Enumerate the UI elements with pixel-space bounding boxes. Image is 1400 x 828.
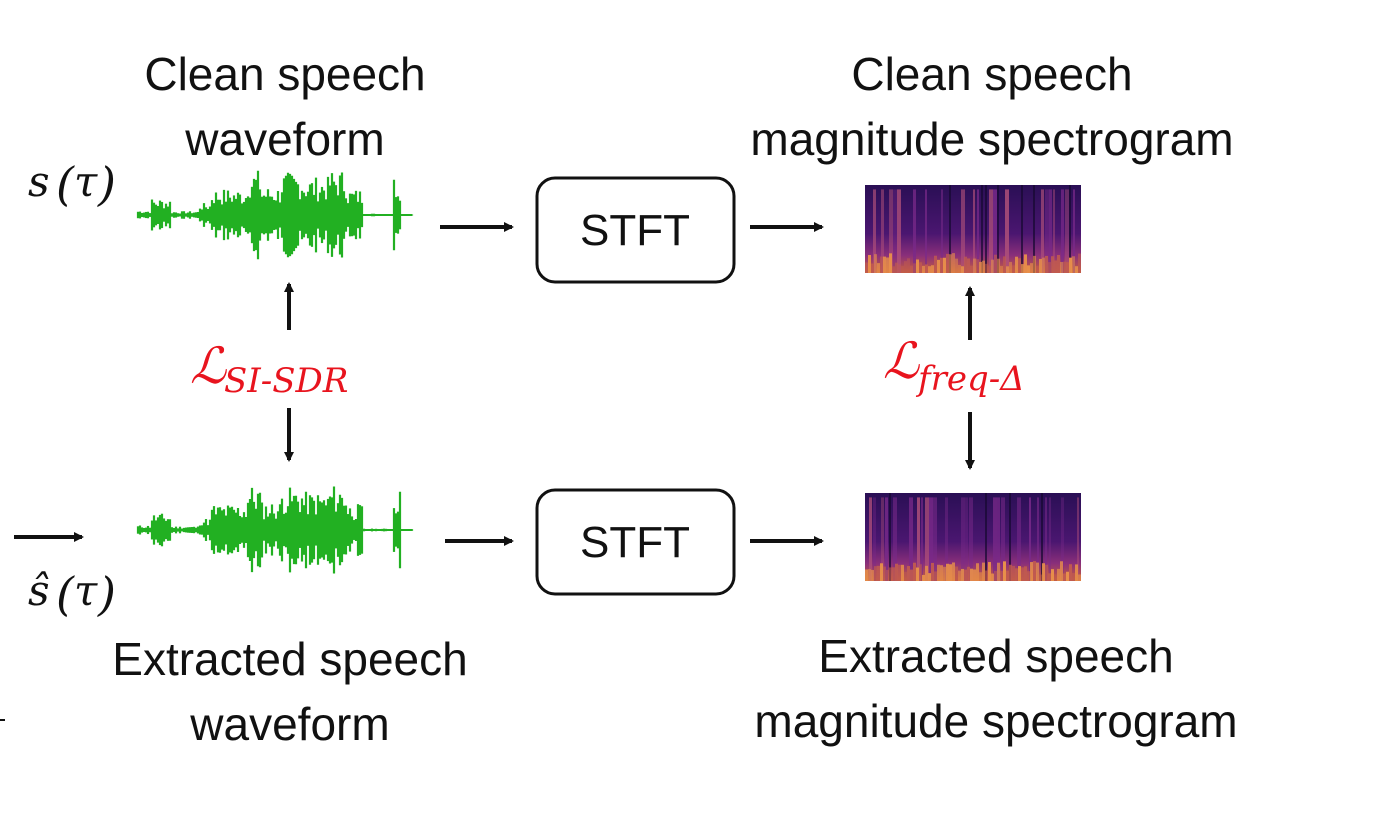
svg-text:): ) — [97, 567, 116, 621]
extracted-spectrogram-label-line1: Extracted speech — [818, 630, 1173, 682]
clean-speech-waveform — [136, 170, 414, 260]
extracted-signal-arg: τ — [74, 566, 98, 615]
clean-signal-symbol: s ( τ ) — [28, 157, 116, 211]
clean-waveform-label-line1: Clean speech — [144, 48, 425, 100]
extracted-speech-waveform — [136, 486, 414, 574]
svg-text:(: ( — [56, 567, 75, 621]
extracted-waveform-label-line2: waveform — [189, 698, 389, 750]
si-sdr-loss-label: ℒ SI-SDR — [190, 337, 348, 401]
si-sdr-loss-subscript: SI-SDR — [224, 361, 348, 401]
extracted-signal-base: ŝ — [28, 566, 50, 615]
extracted-magnitude-spectrogram — [865, 493, 1081, 581]
freq-loss-symbol: ℒ — [883, 332, 920, 390]
freq-delta-loss-label: ℒ freq-Δ — [883, 332, 1025, 399]
freq-loss-subscript: freq-Δ — [915, 359, 1025, 399]
stft-label-top: STFT — [580, 206, 690, 255]
stft-label-bottom: STFT — [580, 518, 690, 567]
extracted-waveform-label-line1: Extracted speech — [112, 633, 467, 685]
clean-spectrogram-label-line2: magnitude spectrogram — [750, 113, 1233, 165]
si-sdr-loss-symbol: ℒ — [190, 337, 227, 395]
extracted-signal-symbol: ŝ ( τ ) — [28, 566, 116, 621]
clean-spectrogram-label-line1: Clean speech — [851, 48, 1132, 100]
stft-box-top — [535, 176, 736, 284]
extracted-spectrogram-label-line2: magnitude spectrogram — [754, 695, 1237, 747]
clean-signal-base: s — [28, 157, 50, 206]
svg-text:(: ( — [56, 157, 75, 211]
clean-signal-arg: τ — [74, 157, 98, 206]
clean-magnitude-spectrogram — [865, 185, 1081, 273]
svg-text:): ) — [97, 157, 116, 211]
stft-box-bottom — [535, 488, 736, 596]
clean-waveform-label-line2: waveform — [184, 113, 384, 165]
